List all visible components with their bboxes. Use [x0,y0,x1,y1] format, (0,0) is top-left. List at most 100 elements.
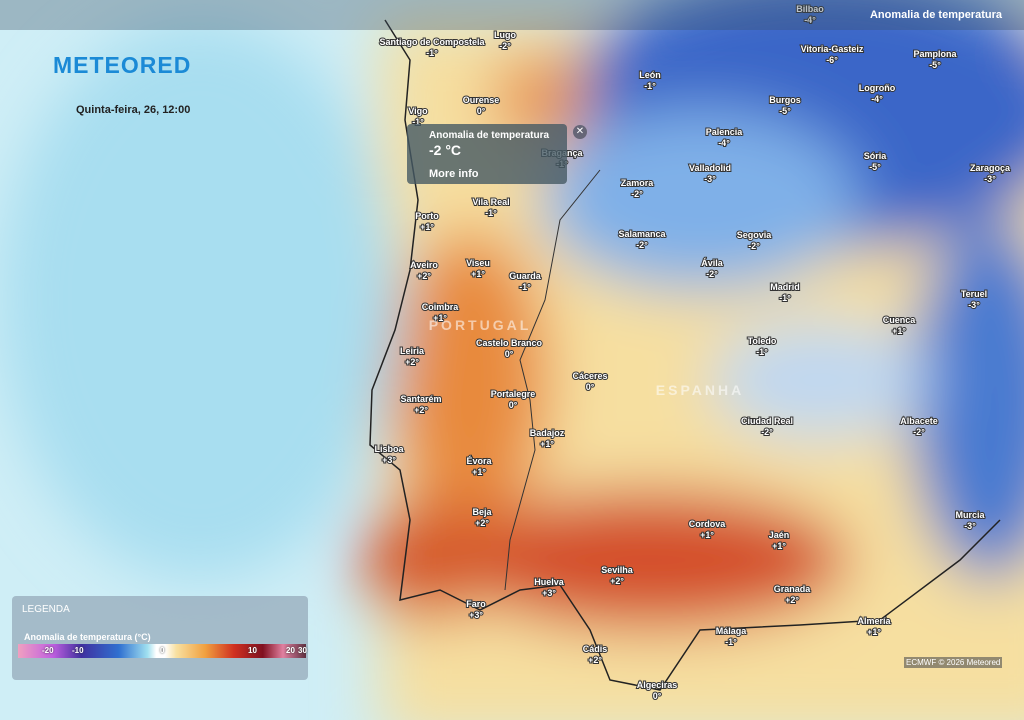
legend-tick: -20 [42,646,54,655]
city-name: Beja [472,507,492,517]
city-name: Aveiro [410,260,438,270]
popup-value: -2 °C [429,142,462,158]
city-anomaly: +1° [540,439,554,449]
city-name: Coimbra [422,302,460,312]
city-anomaly: -3° [704,174,716,184]
city-anomaly: +1° [420,222,434,232]
city-anomaly: 0° [653,691,662,701]
city-anomaly: +1° [471,269,485,279]
city-anomaly: -2° [499,41,511,51]
city-name: Cáceres [572,371,607,381]
city-anomaly: +3° [469,610,483,620]
city-name: Ávila [701,258,724,268]
legend-tick: 0 [160,646,165,655]
city-name: Évora [466,456,492,466]
city-anomaly: -2° [636,240,648,250]
city-name: Granada [774,584,812,594]
city-anomaly: 0° [586,382,595,392]
city-anomaly: -4° [718,138,730,148]
city-name: Ciudad Real [741,416,793,426]
city-anomaly: -1° [779,293,791,303]
city-name: Santarém [400,394,441,404]
city-anomaly: -3° [968,300,980,310]
city-name: Pamplona [913,49,957,59]
legend[interactable]: LEGENDA Anomalia de temperatura (°C) -20… [12,596,308,680]
city-anomaly: -4° [871,94,883,104]
city-name: Porto [415,211,439,221]
city-anomaly: +2° [405,357,419,367]
city-anomaly: -1° [756,347,768,357]
city-anomaly: -2° [913,427,925,437]
city-anomaly: -6° [826,55,838,65]
city-anomaly: +1° [892,326,906,336]
top-bar [0,0,1024,30]
legend-tick: 10 [248,646,257,655]
city-name: Leiria [400,346,425,356]
city-name: León [639,70,661,80]
layer-name[interactable]: Anomalia de temperatura [869,9,1002,21]
city-anomaly: -1° [485,208,497,218]
popup-title: Anomalia de temperatura [429,130,550,141]
more-info[interactable]: More info [429,168,479,180]
city-name: Santiago de Compostela [379,37,485,47]
city-anomaly: +1° [433,313,447,323]
city-anomaly: -2° [631,189,643,199]
city-anomaly: -5° [779,106,791,116]
city-name: Bilbao [796,4,824,14]
city-name: Sevilha [601,565,634,575]
city-anomaly: -4° [804,15,816,25]
city-anomaly: -3° [964,521,976,531]
city-anomaly: +3° [542,588,556,598]
city-anomaly: +3° [382,455,396,465]
city-name: Vila Real [472,197,509,207]
legend-title: LEGENDA [22,604,70,615]
city-anomaly: +1° [867,627,881,637]
city-anomaly: -5° [869,162,881,172]
city-name: Badajoz [530,428,565,438]
city-name: Guarda [509,271,542,281]
city-name: Cuenca [883,315,917,325]
logo[interactable]: METEORED [53,52,192,78]
city-name: Logroño [859,83,896,93]
legend-tick: -10 [72,646,84,655]
city-anomaly: 0° [505,349,514,359]
legend-subtitle: Anomalia de temperatura (°C) [24,632,151,642]
city-anomaly: -2° [748,241,760,251]
close-button[interactable]: ✕ [573,125,587,139]
city-anomaly: -1° [644,81,656,91]
city-name: Málaga [716,626,748,636]
city-anomaly: +2° [417,271,431,281]
city-name: Burgos [769,95,801,105]
city-name: Toledo [748,336,777,346]
city-name: Salamanca [618,229,666,239]
city-anomaly: 0° [509,400,518,410]
city-name: Vigo [408,106,428,116]
date: Quinta-feira, 26, 12:00 [76,104,191,116]
city-name: Murcia [955,510,985,520]
city-name: Castelo Branco [476,338,543,348]
legend-tick: 30 [298,646,307,655]
city-anomaly: -1° [725,637,737,647]
city-anomaly: 0° [477,106,486,116]
city-name: Madrid [770,282,800,292]
city-anomaly: +1° [772,541,786,551]
color-bar [18,644,306,658]
popup: Anomalia de temperatura -2 °C More info [407,124,567,184]
city-name: Faro [466,599,486,609]
city-name: Cádis [583,644,608,654]
city-name: Portalegre [491,389,536,399]
city-anomaly: -2° [761,427,773,437]
city-name: Algeciras [637,680,678,690]
city-name: Almería [857,616,891,626]
city-name: Teruel [961,289,987,299]
city-name: Ourense [463,95,500,105]
city-anomaly: +2° [475,518,489,528]
country-label: ESPANHA [656,382,744,398]
city-anomaly: +2° [414,405,428,415]
city-anomaly: -3° [984,174,996,184]
city-anomaly: +1° [700,530,714,540]
city-anomaly: +2° [785,595,799,605]
country-label: PORTUGAL [429,317,532,333]
